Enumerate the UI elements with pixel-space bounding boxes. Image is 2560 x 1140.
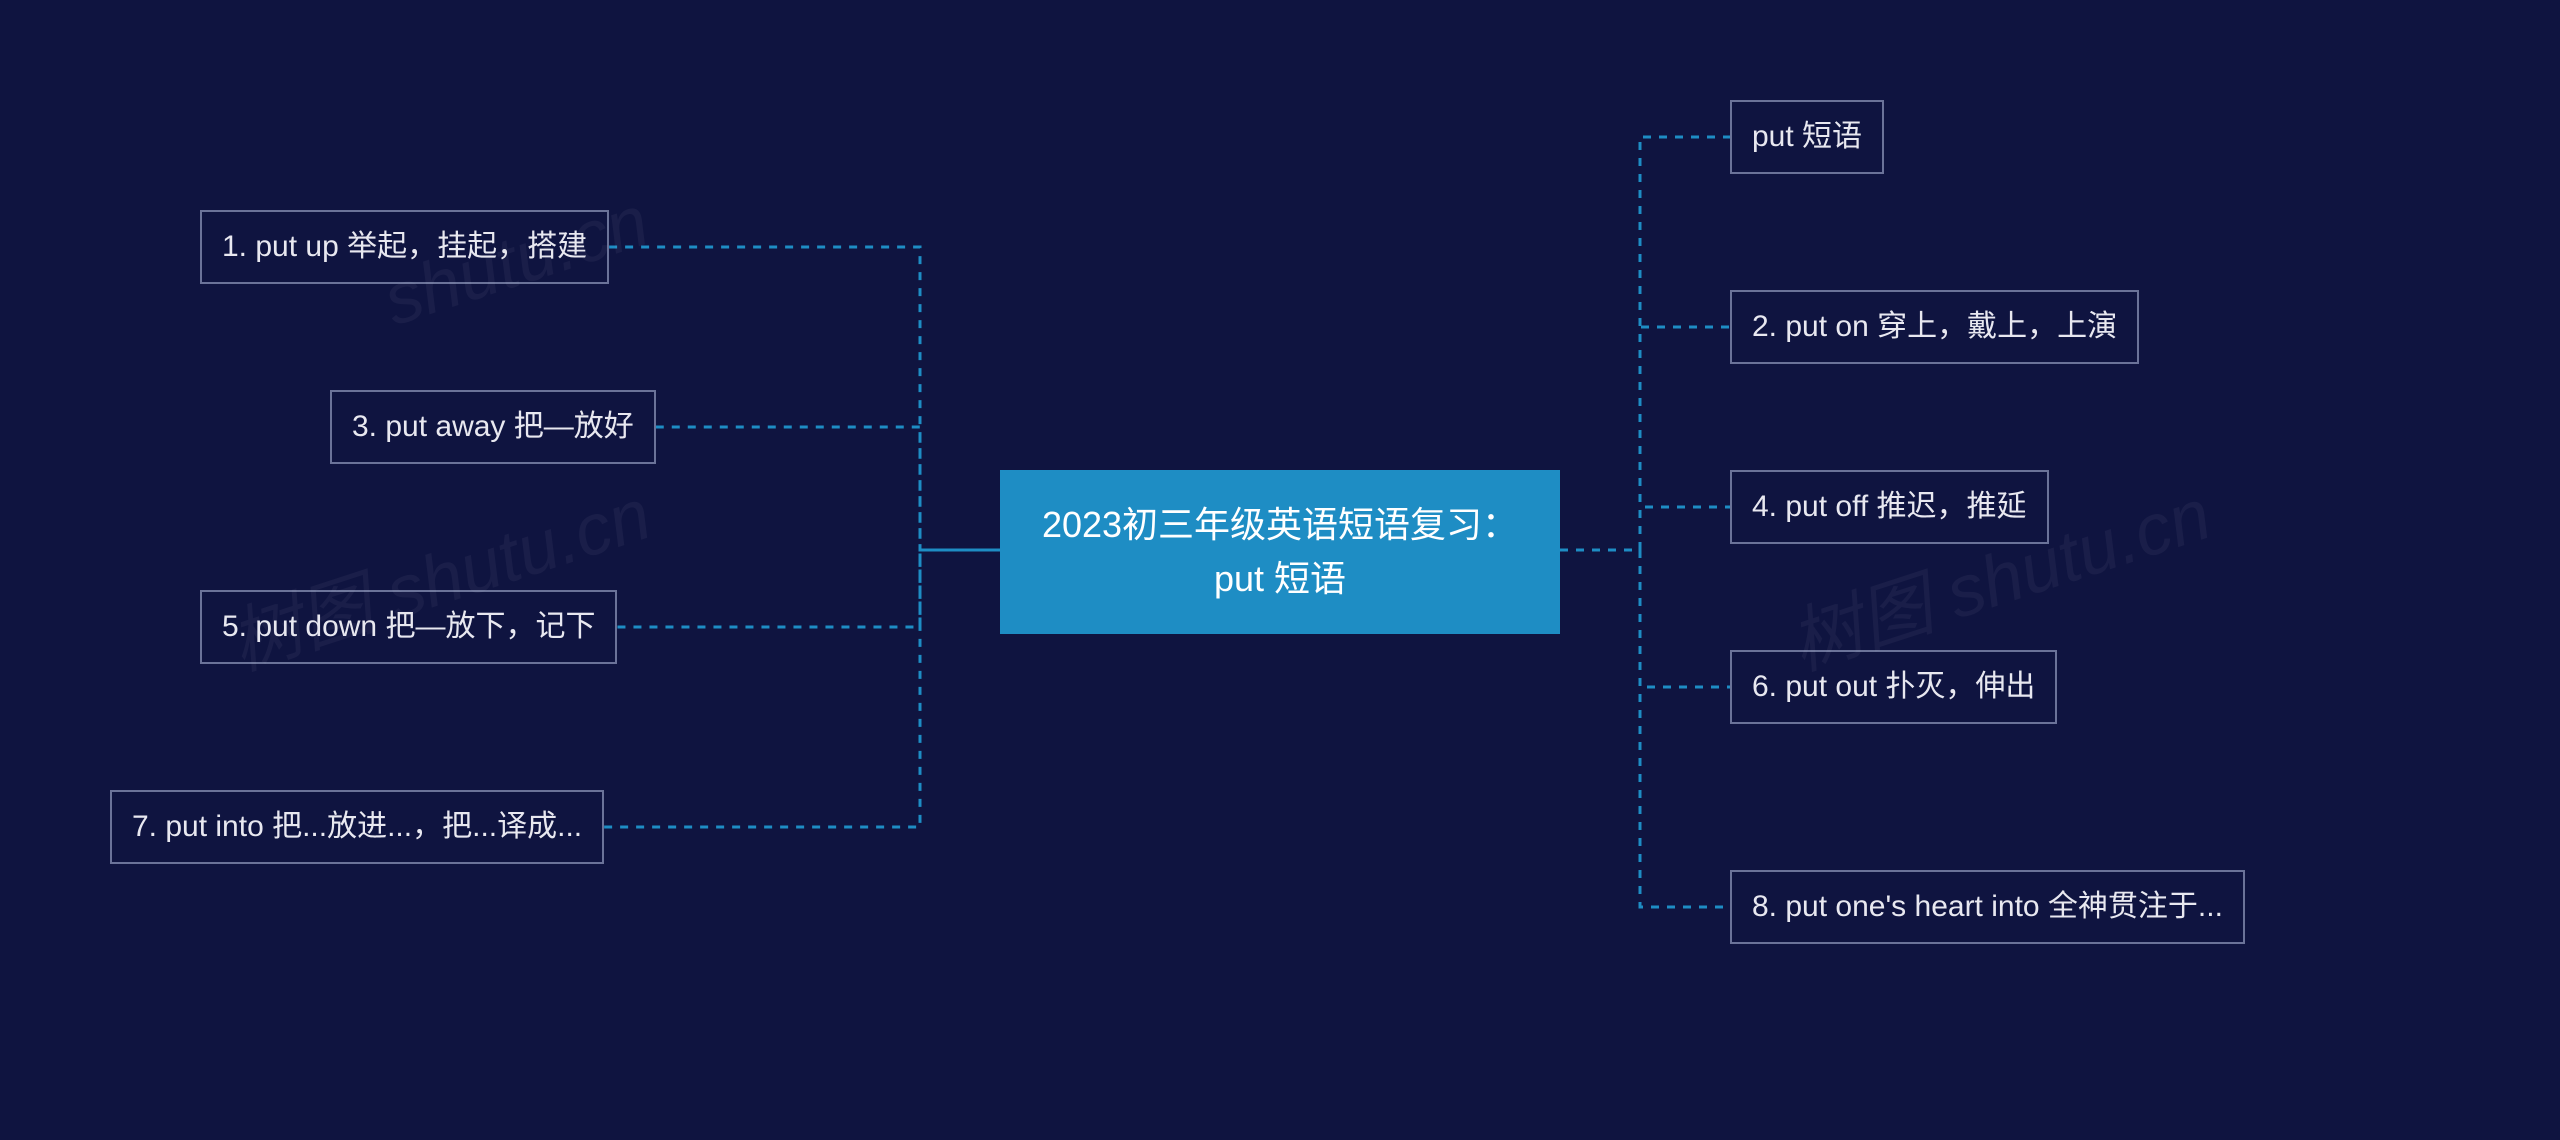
right-node-label-0: put 短语 — [1752, 120, 1862, 153]
left-node-label-2: 5. put down 把—放下，记下 — [222, 610, 595, 643]
center-node: 2023初三年级英语短语复习：put 短语 — [1000, 470, 1560, 634]
left-node-0: 1. put up 举起，挂起，搭建 — [200, 210, 609, 284]
left-node-label-1: 3. put away 把—放好 — [352, 410, 634, 443]
right-node-label-4: 8. put one's heart into 全神贯注于... — [1752, 890, 2223, 923]
right-node-2: 4. put off 推迟，推延 — [1730, 470, 2049, 544]
right-node-3: 6. put out 扑灭，伸出 — [1730, 650, 2057, 724]
right-node-label-3: 6. put out 扑灭，伸出 — [1752, 670, 2035, 703]
left-node-label-0: 1. put up 举起，挂起，搭建 — [222, 230, 587, 263]
right-node-4: 8. put one's heart into 全神贯注于... — [1730, 870, 2245, 944]
left-node-3: 7. put into 把...放进...，把...译成... — [110, 790, 604, 864]
left-node-label-3: 7. put into 把...放进...，把...译成... — [132, 810, 582, 843]
left-node-2: 5. put down 把—放下，记下 — [200, 590, 617, 664]
right-node-1: 2. put on 穿上，戴上，上演 — [1730, 290, 2139, 364]
right-node-label-1: 2. put on 穿上，戴上，上演 — [1752, 310, 2117, 343]
right-node-label-2: 4. put off 推迟，推延 — [1752, 490, 2027, 523]
left-node-1: 3. put away 把—放好 — [330, 390, 656, 464]
center-text: 2023初三年级英语短语复习：put 短语 — [1042, 504, 1518, 599]
right-node-0: put 短语 — [1730, 100, 1884, 174]
